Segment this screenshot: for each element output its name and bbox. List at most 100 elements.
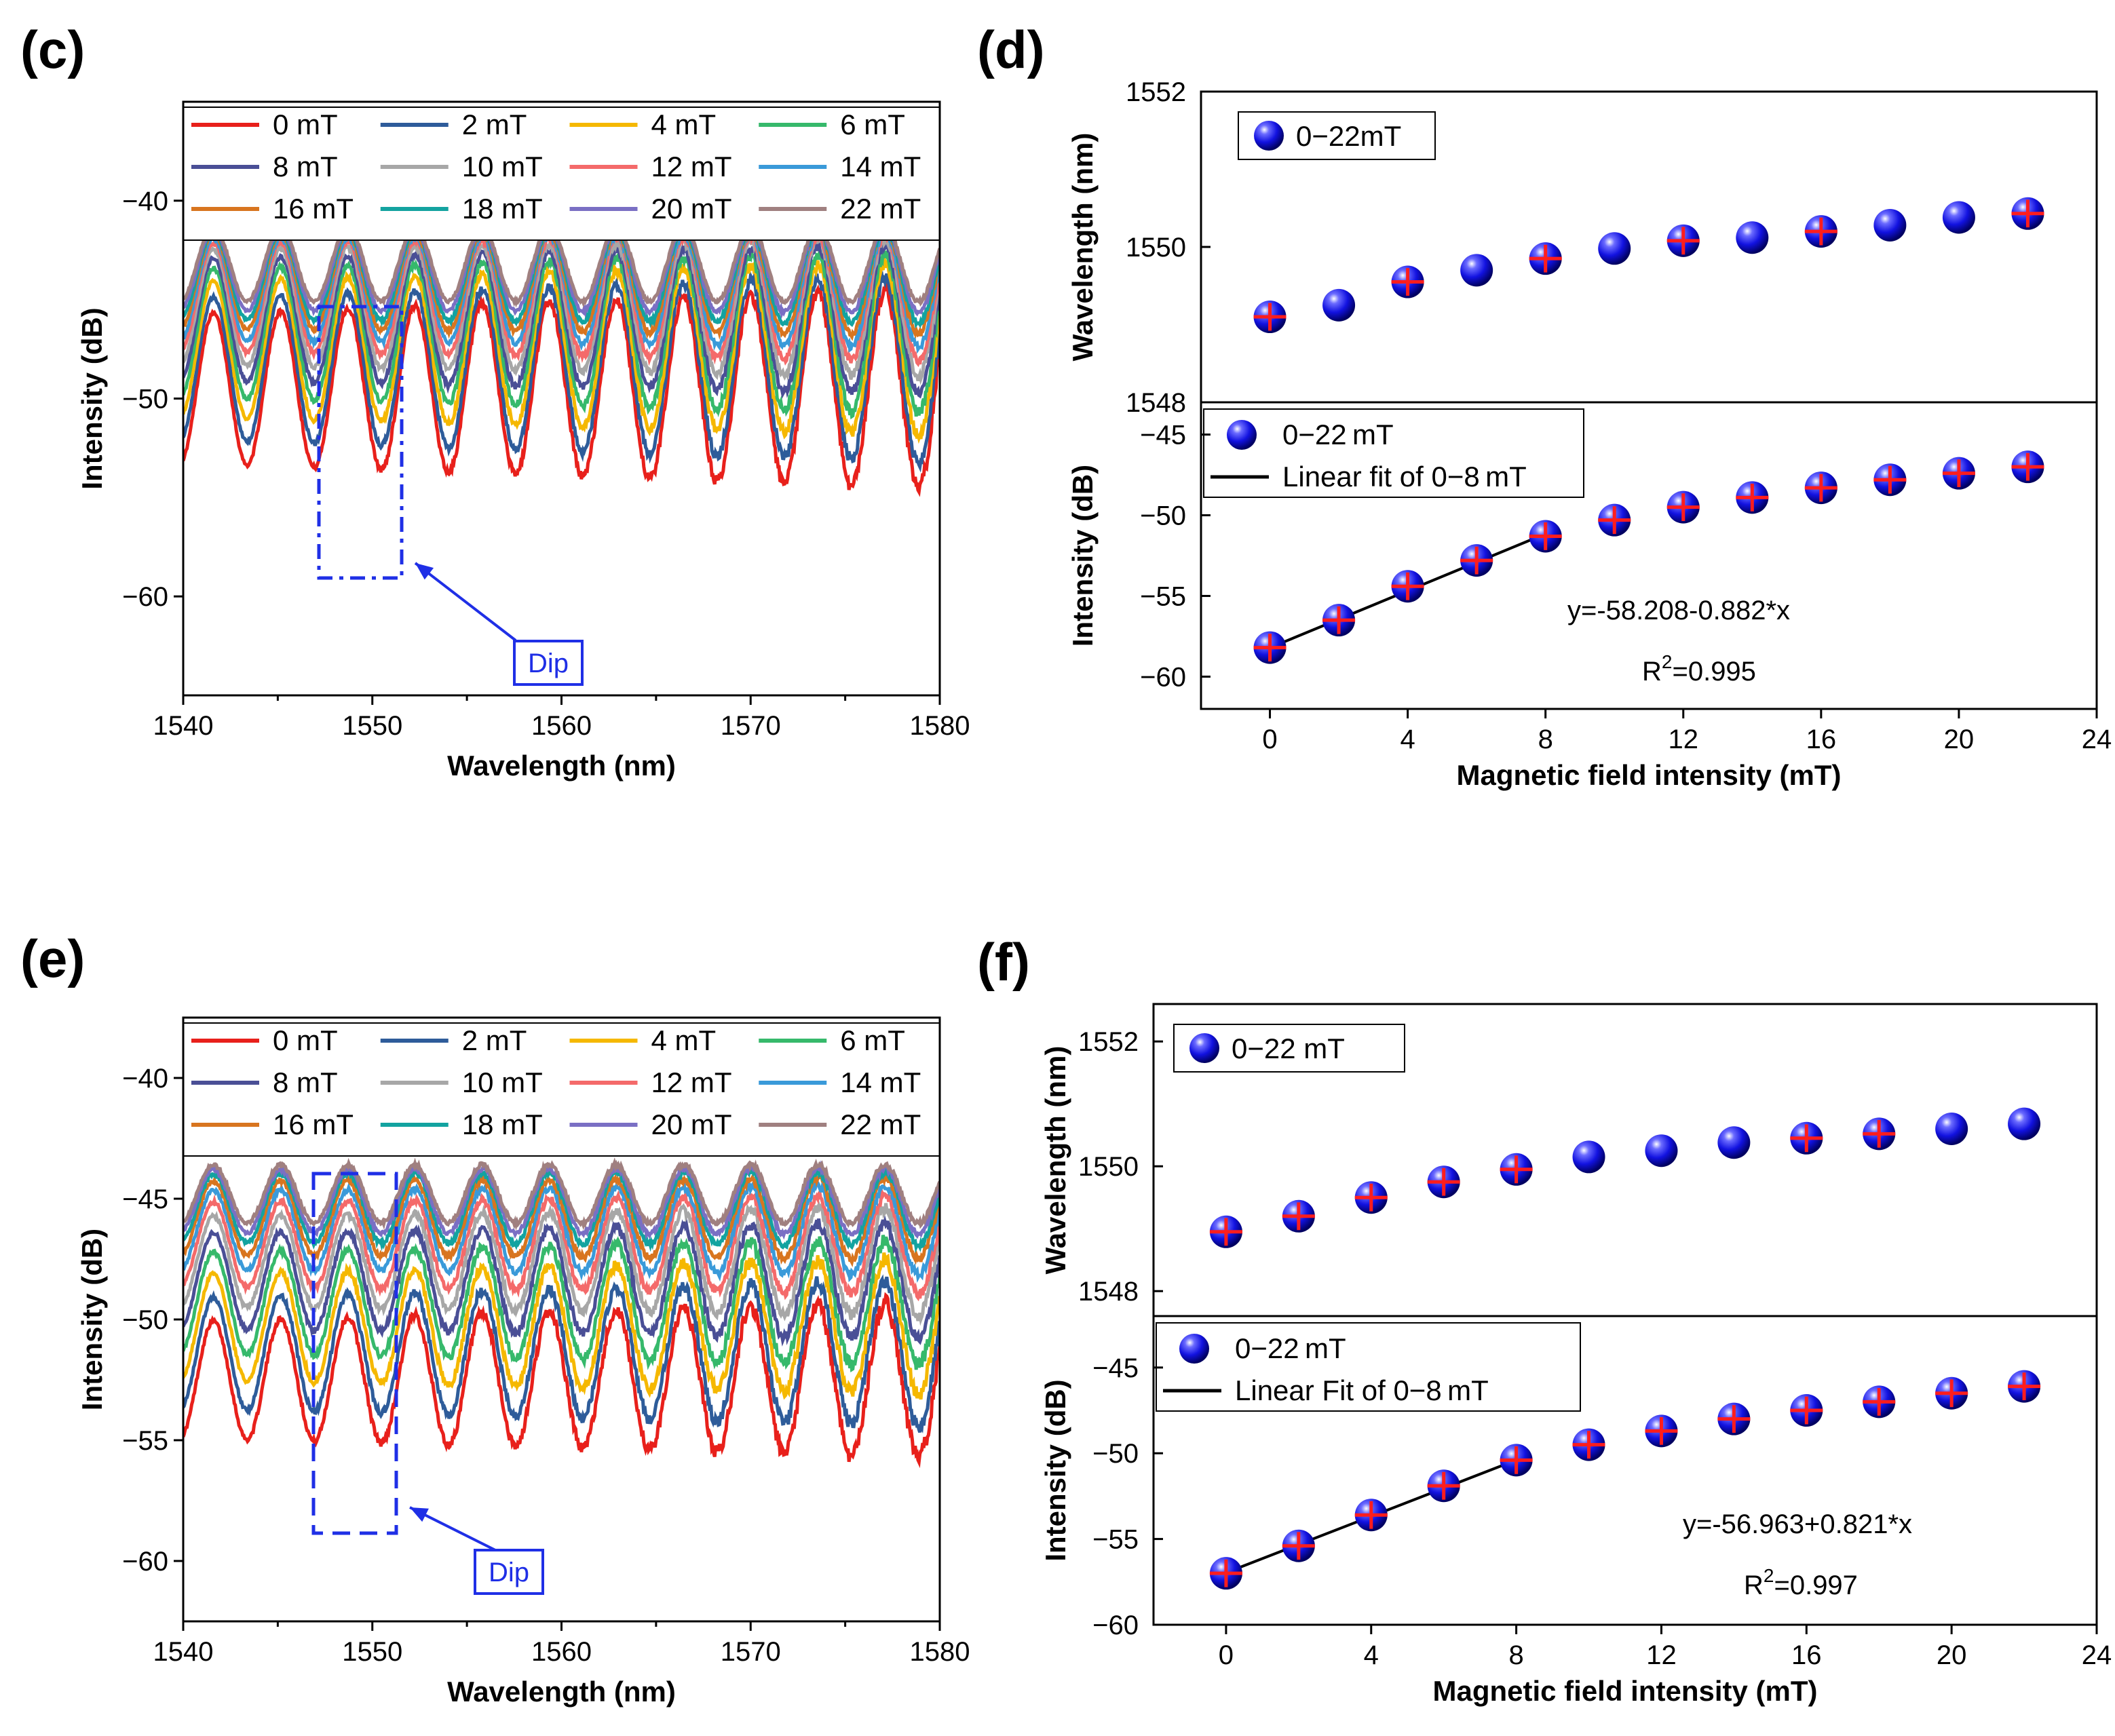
series-line-0mT [183,1292,940,1469]
series-line-0mT [183,280,940,497]
data-point [1253,631,1287,664]
dip-box [317,305,404,580]
data-point [1736,481,1769,514]
legend-label: 8 mT [273,151,338,182]
y-tick-label: −50 [122,385,168,414]
data-point-sphere [1717,1126,1751,1159]
panel-label: (d) [977,20,1045,79]
x-tick-label: 24 [2082,725,2112,754]
data-point [2011,197,2044,230]
legend-label: 10 mT [462,1066,543,1098]
y-tick-label: −60 [1140,662,1186,692]
legend: 0 mT 2 mT 4 mT 6 mT 8 mT 10 mT 12 mT 14 mT 16 mT… [183,107,940,241]
dip-annotation: Dip [311,1172,544,1595]
data-point-sphere [1179,1334,1209,1364]
data-point [1666,224,1700,257]
panel-c: (c) 0 mT 2 mT 4 mT 6 mT 8 mT 10 mT 12 mT 14 mT 16… [20,20,970,782]
y-axis-label: Wavelength (nm) [1067,133,1099,362]
legend-label: 20 mT [651,193,732,225]
data-point [1804,215,1837,248]
y-tick-label: −45 [1092,1353,1139,1383]
series-line-12mT [183,1187,940,1302]
legend-label: 0−22mT [1296,120,1401,152]
y-tick-label: 1548 [1078,1277,1139,1307]
y-tick-label: −50 [1092,1439,1139,1469]
legend-label: 12 mT [651,1066,732,1098]
y-tick-label: −50 [122,1305,168,1335]
legend-label: 0 mT [273,1024,338,1056]
data-point [1942,457,1975,490]
y-tick-label: −55 [122,1426,168,1456]
x-tick-label: 24 [2082,1640,2112,1670]
y-tick-label: −60 [122,582,168,612]
data-point-sphere [1227,420,1257,450]
data-point [1935,1113,1968,1145]
y-tick-label: −40 [122,1064,168,1094]
plot-frame [1152,1003,2098,1626]
data-point [2008,1107,2041,1140]
y-tick-label: −55 [1140,581,1186,611]
data-point [1645,1414,1678,1448]
x-tick-label: 1540 [153,1637,214,1667]
series-line-6mT [183,249,940,420]
series-line-8mT [183,1214,940,1347]
data-point-sphere [1189,1033,1219,1063]
panel-label: (c) [20,20,85,79]
data-point-sphere [1736,221,1769,254]
legend-frame [1203,408,1584,498]
y-axis-label: Wavelength (nm) [1040,1046,1071,1275]
data-point [1460,544,1493,577]
dip-annotation: Dip [317,305,584,686]
x-tick-label: 8 [1538,725,1553,754]
x-tick-label: 4 [1364,1640,1379,1670]
panel-label: (e) [20,929,85,988]
legend-label: 0−22 mT [1232,1033,1345,1064]
legend-label: 4 mT [651,1024,717,1056]
y-tick-label: 1548 [1126,388,1186,418]
y-axis-label: Intensity (dB) [1040,1379,1071,1561]
legend-label: 14 mT [840,1066,921,1098]
dip-label: Dip [528,649,569,678]
data-point-sphere [1935,1113,1968,1145]
data-point [1227,420,1257,450]
x-tick-label: 16 [1791,1640,1822,1670]
dip-label: Dip [489,1558,529,1587]
data-point [1189,1033,1219,1063]
data-point-sphere [1645,1134,1678,1168]
y-axis-label: Intensity (dB) [76,307,108,489]
legend-label: 2 mT [462,1024,527,1056]
x-tick-label: 16 [1806,725,1837,754]
dip-label-box [513,640,584,686]
x-tick-label: 1570 [721,711,781,741]
r2-prefix: R [1744,1570,1764,1600]
bottom-legend: 0−22 mT Linear Fit of 0−8 mT [1156,1322,1581,1412]
data-point [1282,1529,1315,1562]
data-point [1790,1121,1823,1155]
fit-equation: y=-58.208-0.882*x [1567,596,1790,625]
legend-label: 16 mT [273,193,354,225]
curves [183,220,940,497]
x-tick-label: 1560 [531,1637,592,1667]
x-axis-label: Magnetic field intensity (mT) [1432,1675,1817,1707]
x-tick-label: 20 [1937,1640,1967,1670]
x-tick-label: 1550 [342,711,402,741]
y-tick-label: −55 [1092,1525,1139,1555]
legend-frame [183,107,940,241]
y-tick-label: 1550 [1078,1152,1139,1182]
data-point [1873,208,1907,242]
data-point [1598,232,1631,265]
x-axis-label: Magnetic field intensity (mT) [1456,759,1841,791]
r2-value: =0.997 [1774,1570,1857,1600]
top-legend: 0−22mT [1238,111,1436,160]
data-point [1790,1394,1823,1427]
top-legend: 0−22 mT [1173,1024,1405,1073]
data-point [1572,1140,1605,1174]
data-point [1209,1557,1242,1590]
data-point [1460,254,1493,287]
legend-label: 0−22 mT [1282,419,1394,450]
y-tick-label: −50 [1140,501,1186,531]
legend-label: 22 mT [840,1108,921,1140]
data-point [1736,221,1769,254]
